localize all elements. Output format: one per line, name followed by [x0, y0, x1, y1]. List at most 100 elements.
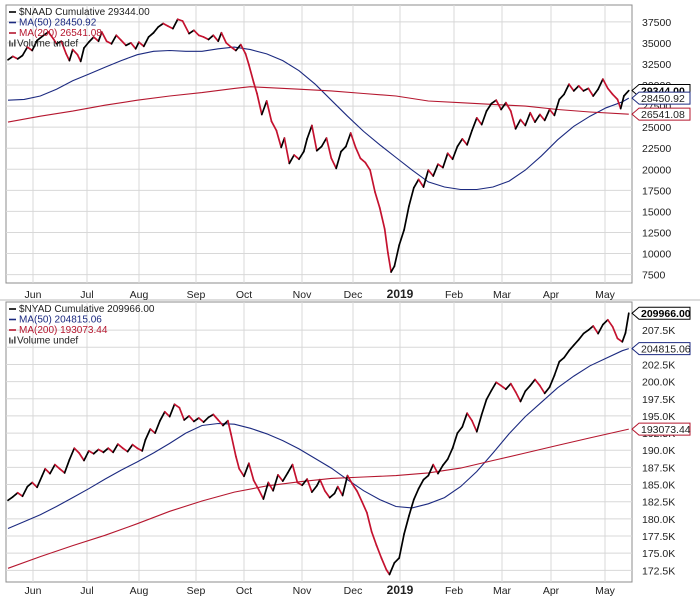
- price-segment: [393, 244, 401, 268]
- price-segment: [471, 419, 478, 433]
- price-segment: [461, 138, 468, 146]
- price-segment: [611, 93, 619, 101]
- price-segment: [495, 381, 502, 387]
- volume-icon-bar: [14, 39, 16, 47]
- price-segment: [54, 463, 61, 470]
- end-value-box: [631, 107, 691, 121]
- price-segment: [336, 485, 344, 497]
- end-value-box: [631, 91, 691, 105]
- price-segment: [577, 332, 585, 341]
- price-segment: [475, 117, 483, 126]
- price-segment: [225, 42, 232, 48]
- end-value-text: 26541.08: [641, 109, 685, 121]
- price-segment: [534, 113, 541, 123]
- price-segment: [87, 450, 95, 455]
- legend-label: MA(200) 193073.44: [19, 325, 108, 336]
- price-segment: [306, 124, 313, 140]
- price-segment: [97, 448, 105, 454]
- price-segment: [616, 98, 622, 110]
- y-tick-label: 172.5K: [642, 565, 675, 577]
- price-segment: [442, 458, 449, 467]
- price-segment: [131, 443, 139, 450]
- price-segment: [563, 349, 570, 359]
- price-segment: [495, 99, 502, 111]
- price-segment: [270, 120, 278, 132]
- price-segment: [505, 101, 512, 112]
- price-segment: [311, 485, 318, 493]
- x-tick-label: 2019: [387, 287, 414, 301]
- price-segment: [480, 398, 488, 416]
- price-segment: [58, 467, 66, 474]
- price-segment: [11, 55, 19, 60]
- price-segment: [235, 455, 241, 470]
- price-segment: [480, 110, 488, 126]
- price-segment: [592, 325, 599, 335]
- price-segment: [260, 100, 268, 116]
- price-segment: [375, 544, 383, 559]
- y-tick-label: 207.5K: [642, 325, 675, 337]
- x-tick-label: Apr: [543, 585, 560, 597]
- price-segment: [466, 129, 473, 146]
- price-segment: [115, 34, 123, 42]
- ma200-line: [7, 86, 629, 123]
- price-segment: [370, 531, 378, 547]
- x-tick-label: Feb: [445, 289, 463, 301]
- price-segment: [514, 118, 522, 130]
- price-segment: [485, 389, 493, 401]
- y-tick-label: 202.5K: [642, 359, 675, 371]
- price-segment: [265, 100, 273, 123]
- price-segment: [92, 36, 100, 43]
- price-segment: [548, 374, 556, 388]
- y-tick-label: 182.5K: [642, 497, 675, 509]
- price-segment: [509, 382, 517, 393]
- price-segment: [207, 413, 215, 419]
- price-segment: [374, 191, 381, 209]
- price-segment: [471, 117, 478, 132]
- price-segment: [60, 40, 68, 55]
- y-tick-label: 177.5K: [642, 531, 675, 543]
- price-segment: [197, 417, 205, 423]
- legend-label: MA(200) 26541.08: [19, 28, 102, 39]
- price-segment: [105, 40, 113, 45]
- end-value-label: 28450.92: [631, 91, 691, 105]
- y-tick-label: 15000: [642, 206, 671, 218]
- price-segment: [403, 515, 410, 535]
- price-segment: [239, 43, 247, 55]
- price-segment: [505, 382, 512, 391]
- price-segment: [539, 113, 546, 122]
- price-segment: [52, 37, 58, 45]
- price-segment: [619, 95, 625, 110]
- price-segment: [42, 31, 50, 37]
- price-segment: [267, 481, 274, 492]
- price-segment: [36, 475, 43, 489]
- price-segment: [572, 85, 580, 92]
- price-segment: [432, 463, 439, 475]
- price-segment: [212, 413, 220, 421]
- y-tick-label: 35000: [642, 38, 671, 50]
- price-segment: [212, 34, 220, 43]
- x-tick-label: Sep: [187, 585, 206, 597]
- price-segment: [163, 410, 171, 418]
- price-segment: [142, 36, 150, 48]
- price-segment: [7, 55, 14, 61]
- price-segment: [55, 40, 63, 45]
- price-segment: [315, 478, 321, 487]
- price-segment: [417, 178, 425, 188]
- price-segment: [461, 412, 468, 428]
- price-segment: [120, 39, 127, 47]
- x-tick-label: Mar: [493, 585, 512, 597]
- price-segment: [298, 150, 305, 161]
- price-segment: [301, 478, 308, 487]
- end-value-text: 209966.00: [641, 308, 691, 320]
- y-tick-label: 187.5K: [642, 462, 675, 474]
- price-segment: [16, 491, 24, 498]
- price-segment: [149, 428, 156, 434]
- x-tick-label: Dec: [344, 289, 363, 301]
- price-segment: [553, 360, 561, 377]
- price-segment: [548, 108, 556, 117]
- end-value-label: 204815.06: [631, 342, 691, 356]
- x-tick-label: Apr: [543, 289, 560, 301]
- x-tick-label: Jul: [80, 289, 93, 301]
